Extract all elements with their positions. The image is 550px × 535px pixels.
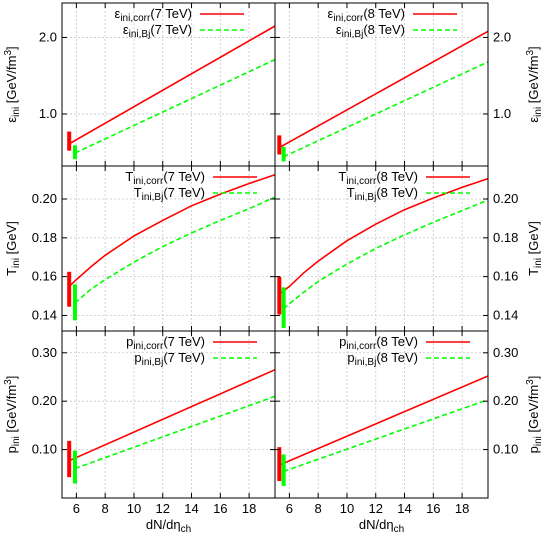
legend-label-bj: Tini,Bj(7 TeV): [134, 185, 205, 203]
x-tick-label: 16: [213, 501, 227, 516]
series-line-bj: [283, 199, 489, 310]
x-tick-label: 12: [369, 501, 383, 516]
y-tick-label: 0.18: [32, 230, 57, 245]
legend-label-corr: Tini,corr(8 TeV): [338, 169, 418, 187]
panel-eps-7tev: 1.0 2.0 εini [GeV/fm3] εini,corr(7 TeV)εini…: [3, 2, 276, 167]
series-line-bj: [283, 398, 489, 473]
x-tick-label: 8: [315, 501, 322, 516]
y-tick-label: 1.0: [493, 106, 511, 121]
x-tick-label: 6: [73, 501, 80, 516]
y-axis-label-text: εini [GeV/fm3]: [3, 46, 22, 122]
y-tick-label: 0.20: [493, 393, 518, 408]
x-tick-label: 8: [102, 501, 109, 516]
y-tick-label: 0.30: [32, 345, 57, 360]
legend-label-corr: pini,corr(8 TeV): [339, 334, 418, 352]
legend-label-bj: εini,Bj(8 TeV): [336, 22, 405, 40]
y-tick-label: 0.14: [493, 307, 518, 322]
y-axis-label: Tini [GeV]: [4, 221, 22, 276]
x-tick-label: 18: [455, 501, 469, 516]
legend-label-corr: εini,corr(7 TeV): [115, 6, 192, 24]
series-line-corr: [70, 25, 276, 144]
series-line-bj: [74, 58, 276, 154]
y-axis-label: Tini [GeV]: [526, 221, 544, 276]
y-tick-label: 0.16: [493, 269, 518, 284]
y-axis-label-text: pini [GeV/fm3]: [525, 376, 544, 454]
series-line-corr: [278, 30, 489, 149]
panel-T-8tev: 0.14 0.16 0.18 0.20 Tini [GeV] Tini,corr(8 Te…: [274, 165, 544, 332]
x-tick-label: 16: [426, 501, 440, 516]
x-axis-label: dN/dηch: [146, 517, 191, 535]
y-tick-label: 0.18: [493, 230, 518, 245]
y-tick-label: 2.0: [493, 29, 511, 44]
y-axis-label: εini [GeV/fm3]: [525, 46, 544, 122]
y-tick-label: 0.20: [32, 393, 57, 408]
legend-label-corr: εini,corr(8 TeV): [328, 6, 405, 24]
legend-label-bj: pini,Bj(7 TeV): [134, 350, 205, 368]
series-line-corr: [68, 173, 276, 287]
x-tick-label: 18: [242, 501, 256, 516]
panel-frame: [274, 330, 489, 499]
y-tick-label: 2.0: [39, 29, 57, 44]
series-line-bj: [74, 196, 276, 304]
series-line-corr: [278, 177, 489, 295]
y-axis-label: εini [GeV/fm3]: [3, 46, 22, 122]
series-line-corr: [278, 375, 489, 466]
y-axis-label-text: εini [GeV/fm3]: [525, 46, 544, 122]
x-tick-label: 6: [286, 501, 293, 516]
y-tick-label: 0.10: [32, 442, 57, 457]
legend-label-bj: εini,Bj(7 TeV): [123, 22, 192, 40]
panel-p-7tev: 6 8 10 12 14 16 18 0.10 0.20 0.30 pini [GeV/fm3] dN…: [3, 330, 276, 535]
y-tick-label: 0.10: [493, 442, 518, 457]
y-axis-label: pini [GeV/fm3]: [525, 376, 544, 454]
panel-eps-8tev: 1.0 2.0 εini [GeV/fm3] εini,corr(8 TeV)εini…: [274, 2, 544, 167]
y-axis-label: pini [GeV/fm3]: [3, 376, 22, 454]
y-tick-label: 0.20: [493, 191, 518, 206]
legend-label-corr: Tini,corr(7 TeV): [125, 169, 205, 187]
y-tick-label: 1.0: [39, 106, 57, 121]
x-tick-label: 10: [127, 501, 141, 516]
x-axis-label: dN/dηch: [359, 517, 404, 535]
series-line-bj: [74, 395, 276, 470]
x-tick-label: 14: [397, 501, 411, 516]
y-tick-label: 0.14: [32, 307, 57, 322]
y-axis-label-text: Tini [GeV]: [4, 221, 22, 276]
y-axis-label-text: pini [GeV/fm3]: [3, 376, 22, 454]
y-axis-label-text: Tini [GeV]: [526, 221, 544, 276]
panel-T-7tev: 0.14 0.16 0.18 0.20 Tini [GeV] Tini,corr(7 Te…: [4, 165, 276, 332]
y-tick-label: 0.30: [493, 345, 518, 360]
y-tick-label: 0.20: [32, 191, 57, 206]
x-tick-label: 14: [184, 501, 198, 516]
panel-p-8tev: 6 8 10 12 14 16 18 0.10 0.20 0.30 pini [GeV/fm3] dN…: [274, 330, 544, 535]
x-tick-label: 10: [340, 501, 354, 516]
series-line-corr: [68, 368, 276, 462]
legend-label-corr: pini,corr(7 TeV): [126, 334, 205, 352]
series-line-bj: [283, 61, 489, 158]
x-tick-label: 12: [156, 501, 170, 516]
legend-label-bj: Tini,Bj(8 TeV): [347, 185, 418, 203]
y-tick-label: 0.16: [32, 269, 57, 284]
legend-label-bj: pini,Bj(8 TeV): [347, 350, 418, 368]
